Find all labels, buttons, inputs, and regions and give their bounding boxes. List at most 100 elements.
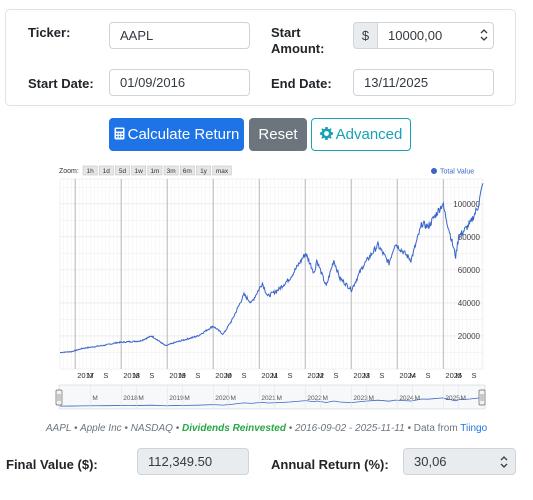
- caption-range: 2016-09-02 - 2025-11-11: [294, 423, 405, 434]
- zoom-button-bg: [98, 165, 114, 176]
- navigator-tick-label: M: [92, 395, 97, 402]
- x-tick-label: S: [287, 371, 292, 380]
- calculate-return-label: Calculate Return: [127, 126, 240, 143]
- x-tick-label: M: [409, 371, 415, 380]
- calculator-icon: [114, 127, 125, 140]
- caption-sep: •: [121, 423, 131, 434]
- start-date-label: Start Date:: [28, 76, 94, 91]
- navigator-track[interactable]: [58, 384, 486, 410]
- navigator-tick-label: 2025: [445, 395, 460, 402]
- x-tick-label: S: [241, 371, 246, 380]
- x-tick-label: 2017: [77, 371, 94, 380]
- x-tick-label: 2025: [445, 371, 462, 380]
- zoom-button-3m[interactable]: 3m: [163, 165, 179, 176]
- navigator-tick-label: M: [276, 395, 281, 402]
- zoom-button-6m[interactable]: 6m: [179, 165, 195, 176]
- x-tick-label: 2023: [353, 371, 370, 380]
- start-amount-value: 10000,00: [388, 28, 443, 43]
- zoom-button-max[interactable]: max: [212, 165, 232, 176]
- zoom-button-label: max: [216, 168, 229, 175]
- y-tick-label: 100000: [453, 200, 480, 209]
- zoom-button-label: 5d: [119, 168, 127, 175]
- zoom-button-1w[interactable]: 1w: [131, 165, 147, 176]
- gear-icon: [319, 127, 333, 140]
- navigator-handle-right[interactable]: [478, 389, 486, 406]
- zoom-button-bg: [163, 165, 179, 176]
- caption-company: Apple Inc: [79, 423, 122, 434]
- zoom-button-bg: [179, 165, 195, 176]
- x-tick-label: M: [455, 371, 461, 380]
- zoom-button-bg: [131, 165, 147, 176]
- y-tick-label: 20000: [458, 332, 481, 341]
- stepper-icon[interactable]: [500, 455, 508, 469]
- zoom-button-label: 1m: [150, 168, 159, 175]
- x-tick-label: S: [149, 371, 154, 380]
- reset-button[interactable]: Reset: [249, 118, 307, 151]
- zoom-button-label: 1h: [86, 168, 94, 175]
- start-amount-label-line2: Amount:: [271, 41, 325, 56]
- final-value-output: 112,349.50: [137, 448, 249, 475]
- y-tick-label: 60000: [458, 266, 481, 275]
- x-tick-label: M: [179, 371, 185, 380]
- annual-return-value: 30,06: [414, 454, 447, 469]
- zoom-button-label: 3m: [167, 168, 176, 175]
- zoom-button-1y[interactable]: 1y: [196, 165, 211, 176]
- navigator-tick-label: 2023: [353, 395, 368, 402]
- navigator-tick-label: M: [368, 395, 373, 402]
- navigator-tick-label: 2022: [307, 395, 322, 402]
- caption-source-link[interactable]: Tiingo: [460, 423, 488, 434]
- x-tick-label: M: [317, 371, 323, 380]
- zoom-label: Zoom:: [59, 168, 79, 175]
- navigator-handle-left[interactable]: [55, 389, 63, 406]
- ticker-input[interactable]: AAPL: [109, 22, 250, 49]
- stepper-icon[interactable]: [480, 28, 488, 42]
- x-tick-label: 2020: [215, 371, 232, 380]
- calculate-return-button[interactable]: Calculate Return: [109, 118, 244, 151]
- start-amount-input[interactable]: 10000,00: [377, 22, 494, 49]
- x-tick-label: S: [472, 371, 477, 380]
- currency-prefix: $: [353, 22, 377, 49]
- end-date-input[interactable]: 13/11/2025: [353, 69, 494, 96]
- zoom-button-1m[interactable]: 1m: [147, 165, 163, 176]
- zoom-button-label: 1y: [200, 168, 208, 175]
- ticker-label: Ticker:: [28, 25, 71, 40]
- caption-data-from: Data from: [413, 423, 461, 434]
- navigator-tick-label: M: [415, 395, 420, 402]
- zoom-button-5d[interactable]: 5d: [115, 165, 130, 176]
- x-tick-label: S: [103, 371, 108, 380]
- advanced-button[interactable]: Advanced: [311, 118, 411, 151]
- caption-dividends: Dividends Reinvested: [182, 423, 286, 434]
- zoom-button-bg: [82, 165, 98, 176]
- annual-return-label: Annual Return (%):: [271, 457, 389, 472]
- navigator-tick-label: M: [184, 395, 189, 402]
- navigator-tick-label: 2018: [123, 395, 138, 402]
- y-tick-label: 80000: [458, 233, 481, 242]
- navigator-tick-label: M: [322, 395, 327, 402]
- x-tick-label: M: [271, 371, 277, 380]
- x-tick-label: M: [87, 371, 93, 380]
- zoom-button-1d[interactable]: 1d: [98, 165, 114, 176]
- x-tick-label: 2018: [123, 371, 140, 380]
- start-amount-label: Start Amount:: [271, 25, 324, 57]
- x-tick-label: S: [333, 371, 338, 380]
- navigator-tick-label: 2024: [399, 395, 414, 402]
- x-tick-label: S: [426, 371, 431, 380]
- y-tick-label: 40000: [458, 299, 481, 308]
- data-caption: AAPL • Apple Inc • NASDAQ • Dividends Re…: [0, 423, 533, 434]
- series-line-total-value: [59, 183, 484, 354]
- x-tick-label: 2019: [169, 371, 186, 380]
- annual-return-output: 30,06: [403, 448, 516, 475]
- caption-sep: •: [172, 423, 182, 434]
- x-tick-label: M: [225, 371, 231, 380]
- start-amount-label-line1: Start: [271, 25, 301, 40]
- start-date-input[interactable]: 01/09/2016: [109, 69, 250, 96]
- caption-sep: •: [285, 423, 295, 434]
- zoom-button-1h[interactable]: 1h: [82, 165, 98, 176]
- navigator-line: [59, 396, 484, 407]
- x-tick-label: S: [379, 371, 384, 380]
- zoom-button-bg: [212, 165, 232, 176]
- x-tick-label: 2024: [399, 371, 416, 380]
- caption-sep: •: [404, 423, 414, 434]
- navigator-tick-label: 2021: [261, 395, 276, 402]
